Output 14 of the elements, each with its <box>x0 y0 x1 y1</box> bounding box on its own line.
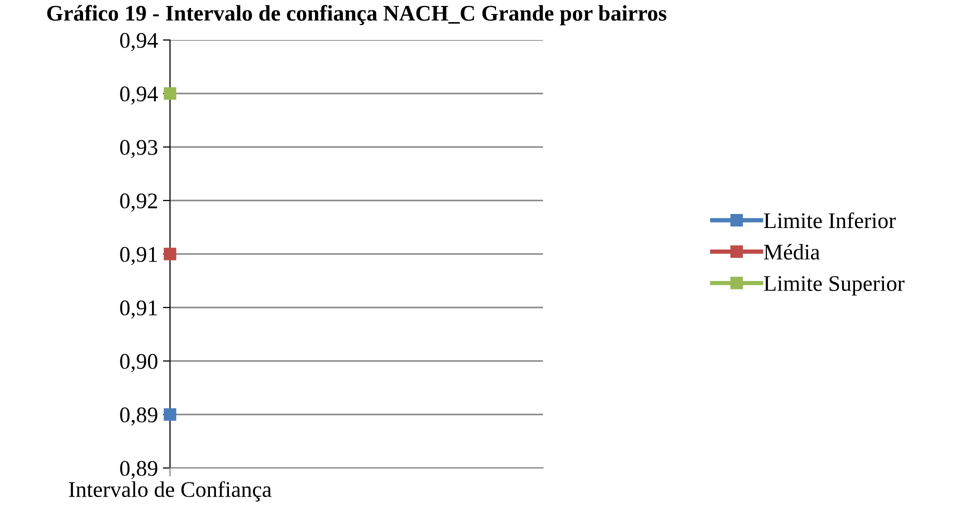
y-tick-label: 0,93 <box>120 140 158 158</box>
y-tick-label: 0,89 <box>120 460 158 480</box>
y-tick-label: 0,90 <box>120 354 158 372</box>
y-tick-label: 0,94 <box>120 86 158 105</box>
y-tick-label: 0,94 <box>120 32 158 52</box>
legend-label: Limite Inferior <box>764 212 896 228</box>
y-tick-label: 0,89 <box>120 407 158 426</box>
text: Gráfico 19 - Intervalo de confiança NACH_C Grande por bairros <box>47 4 666 26</box>
y-tick-label: 0,91 <box>120 246 157 266</box>
x-tick-label: Intervalo de Confiança <box>68 481 272 502</box>
y-tick-label: 0,91 <box>120 300 157 319</box>
legend-label: Limite Superior <box>764 276 904 296</box>
legend-label: Média <box>764 244 820 260</box>
y-tick-label: 0,92 <box>120 193 157 212</box>
